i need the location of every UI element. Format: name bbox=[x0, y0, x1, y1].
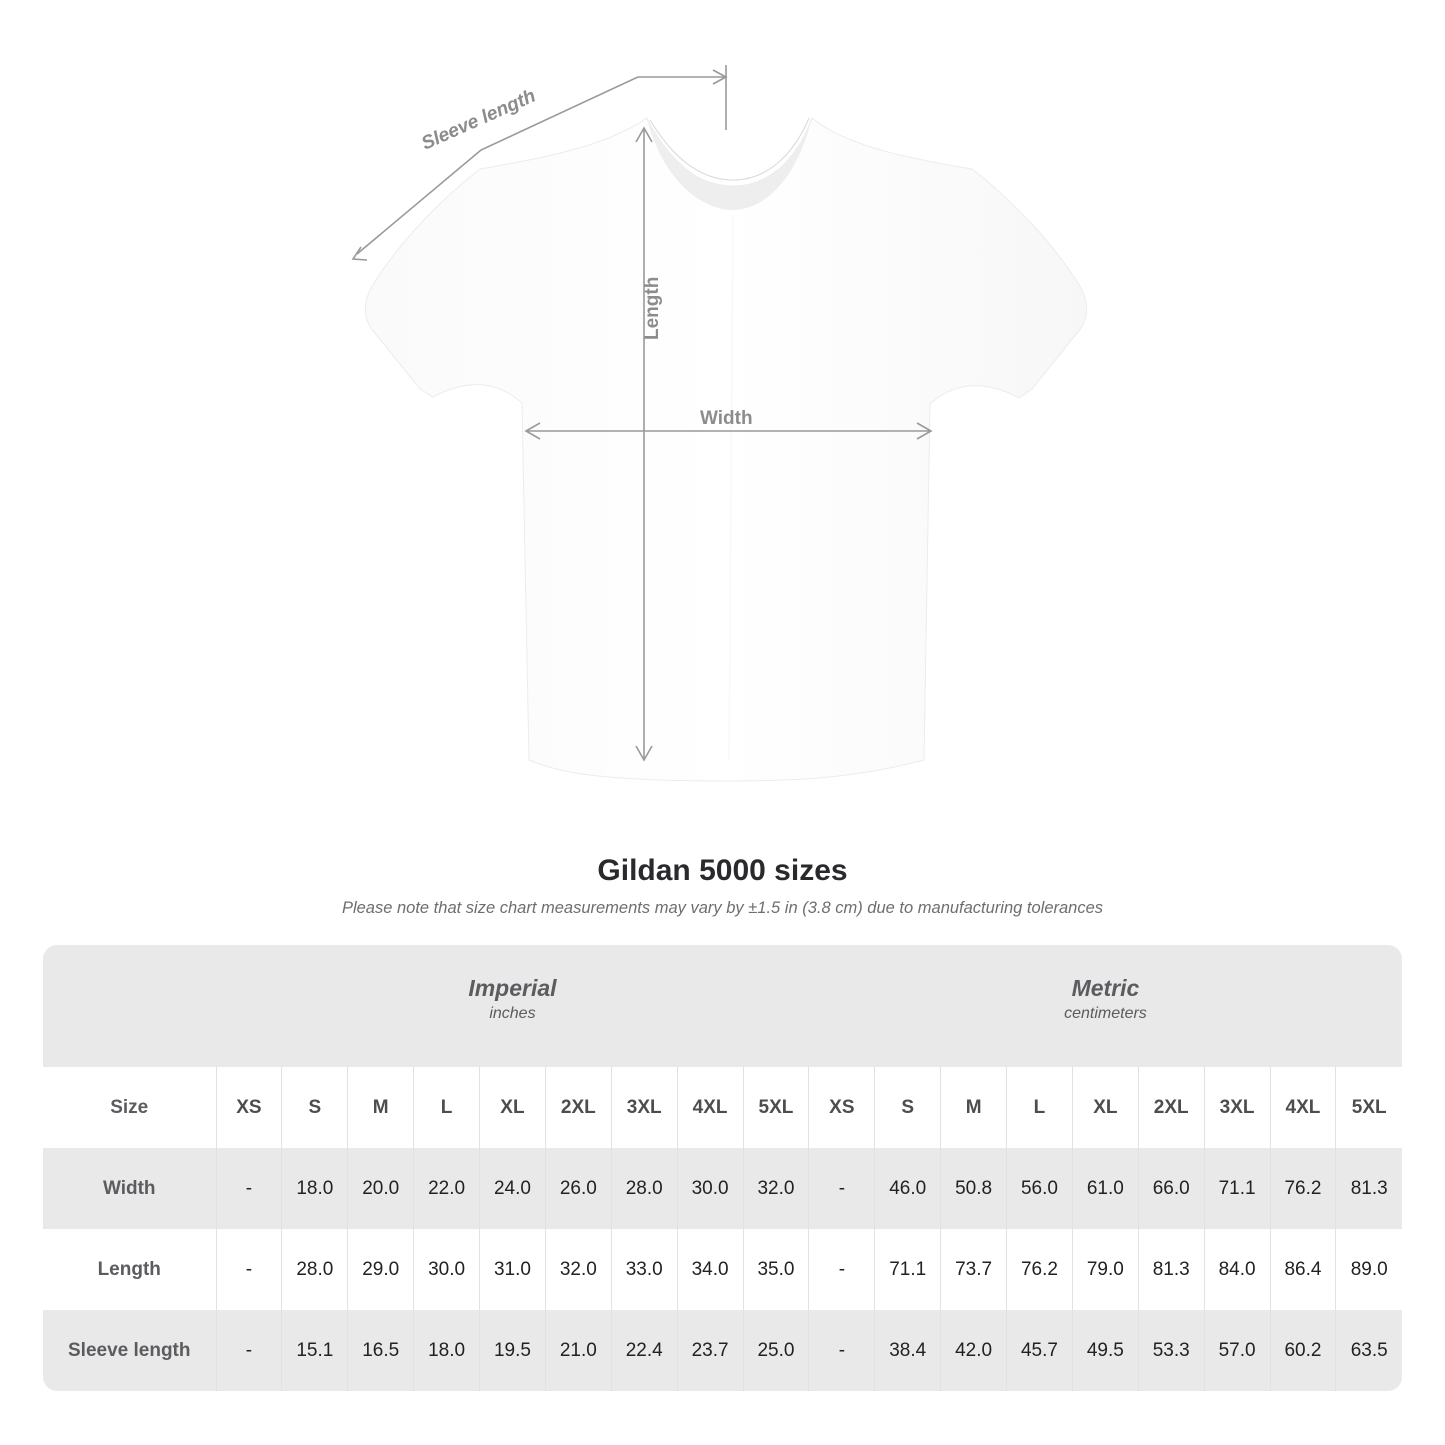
svg-text:Length: Length bbox=[642, 277, 663, 340]
svg-text:Width: Width bbox=[700, 408, 753, 429]
svg-text:Sleeve length: Sleeve length bbox=[418, 86, 538, 155]
